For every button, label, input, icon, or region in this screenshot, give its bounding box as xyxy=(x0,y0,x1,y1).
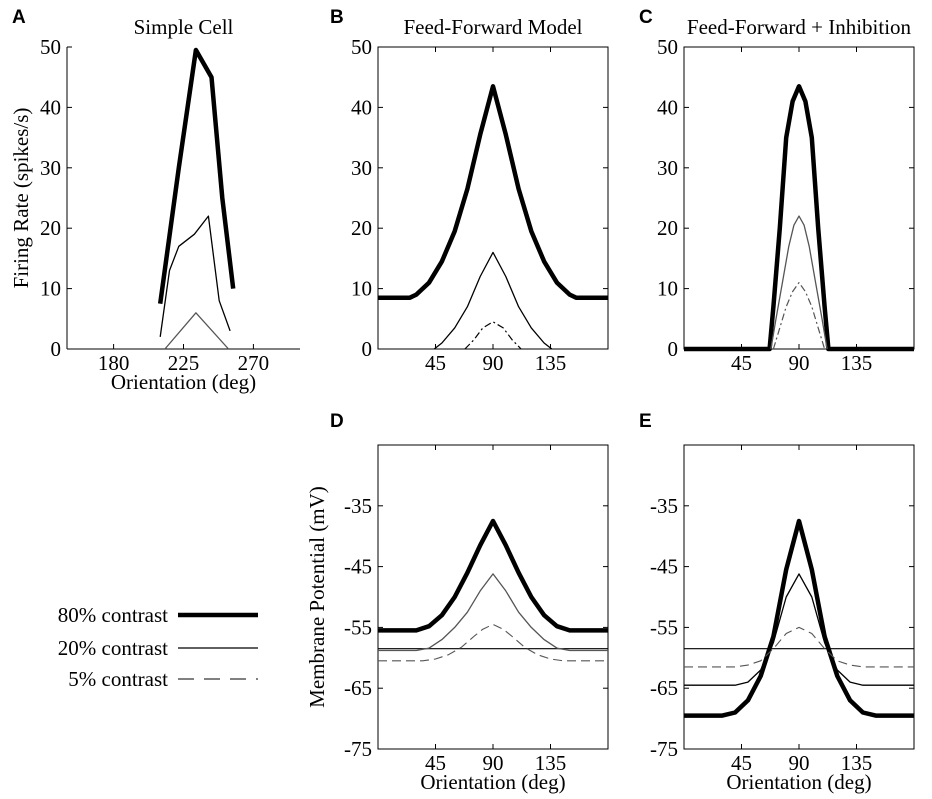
series-line-80-contrast xyxy=(157,47,236,305)
panel-letter: A xyxy=(12,7,26,28)
y-tick-label: -65 xyxy=(344,676,372,700)
y-tick-label: 10 xyxy=(657,277,678,301)
y-tick-label: -65 xyxy=(650,676,678,700)
x-tick-label: 135 xyxy=(535,751,567,775)
y-tick-label: 10 xyxy=(351,277,372,301)
y-tick-label: 10 xyxy=(40,277,61,301)
panel-c: 0 10 20 30 40 50 45 90 135 C Feed-Forward + Inhibi… xyxy=(639,7,915,375)
y-tick-label: 0 xyxy=(362,337,373,361)
series-line-5-contrast xyxy=(684,626,914,668)
series-line-5-contrast xyxy=(164,312,229,350)
legend-label: 20% contrast xyxy=(58,636,168,660)
y-tick-label: 0 xyxy=(668,337,679,361)
panel-d: -75 -65 -55 -45 -35 45 90 135 D Orientation (deg)… xyxy=(305,411,609,794)
legend-label: 5% contrast xyxy=(68,667,168,691)
plot-frame xyxy=(377,444,609,750)
series-line-20-contrast xyxy=(433,251,553,350)
x-tick-label: 45 xyxy=(425,351,446,375)
panel-e: -75 -65 -55 -45 -35 45 90 135 E Orientation (deg) xyxy=(639,411,915,794)
series-line-80-contrast xyxy=(378,518,608,633)
legend: 80% contrast 20% contrast 5% contrast xyxy=(58,603,258,691)
y-tick-label: -45 xyxy=(650,555,678,579)
y-tick-label: 50 xyxy=(351,35,372,59)
series-line-80-contrast xyxy=(684,518,914,718)
panel-letter: E xyxy=(639,411,652,432)
x-tick-label: 270 xyxy=(238,351,270,375)
x-tick-label: 180 xyxy=(98,351,130,375)
series-line-80-contrast xyxy=(684,84,914,352)
panel-title: Feed-Forward + Inhibition xyxy=(687,15,912,39)
plot-frame xyxy=(683,46,915,350)
y-tick-label: 20 xyxy=(657,216,678,240)
y-tick-label: 50 xyxy=(657,35,678,59)
legend-item: 80% contrast xyxy=(58,603,258,627)
legend-item: 5% contrast xyxy=(68,667,258,691)
panel-title: Simple Cell xyxy=(134,15,234,39)
series-line-20-contrast xyxy=(159,215,231,337)
x-axis-label: Orientation (deg) xyxy=(420,770,565,794)
series-line-20-contrast xyxy=(378,573,608,652)
x-tick-label: 90 xyxy=(483,351,504,375)
panel-b: 0 10 20 30 40 50 45 90 135 B Feed-Forward Model xyxy=(330,7,609,375)
plot-frame xyxy=(683,444,915,750)
y-tick-label: 40 xyxy=(657,95,678,119)
y-tick-label: -35 xyxy=(344,494,372,518)
y-tick-label: 20 xyxy=(40,216,61,240)
y-tick-label: 50 xyxy=(40,35,61,59)
y-axis-label: Firing Rate (spikes/s) xyxy=(9,108,33,289)
y-tick-label: 40 xyxy=(40,95,61,119)
panel-a: 0 10 20 30 40 50 180 225 270 A Simple Cell Orientat… xyxy=(9,7,300,394)
series-line-5-contrast xyxy=(464,321,522,350)
x-tick-label: 90 xyxy=(789,751,810,775)
x-tick-label: 45 xyxy=(731,351,752,375)
x-axis-label: Orientation (deg) xyxy=(726,770,871,794)
y-tick-label: 30 xyxy=(40,156,61,180)
y-axis-label: Membrane Potential (mV) xyxy=(305,486,329,708)
x-tick-label: 135 xyxy=(841,751,873,775)
series-line-20-contrast xyxy=(770,215,828,350)
x-tick-label: 45 xyxy=(731,751,752,775)
panel-letter: D xyxy=(330,411,344,432)
y-tick-label: -75 xyxy=(344,737,372,761)
legend-label: 80% contrast xyxy=(58,603,168,627)
x-tick-label: 90 xyxy=(483,751,504,775)
legend-item: 20% contrast xyxy=(58,636,258,660)
panel-title: Feed-Forward Model xyxy=(403,15,582,39)
x-tick-label: 135 xyxy=(841,351,873,375)
series-line-20-contrast xyxy=(684,573,914,686)
y-tick-label: 40 xyxy=(351,95,372,119)
series-line-80-contrast xyxy=(378,84,608,300)
y-tick-label: -75 xyxy=(650,737,678,761)
y-tick-label: 30 xyxy=(657,156,678,180)
x-tick-label: 90 xyxy=(789,351,810,375)
panel-letter: C xyxy=(639,7,653,28)
y-tick-label: 20 xyxy=(351,216,372,240)
series-line-5-contrast xyxy=(378,623,608,662)
x-tick-label: 225 xyxy=(168,351,200,375)
y-tick-label: -55 xyxy=(650,615,678,639)
y-tick-label: -45 xyxy=(344,555,372,579)
x-tick-label: 135 xyxy=(535,351,567,375)
panel-letter: B xyxy=(330,7,344,28)
y-tick-label: 0 xyxy=(51,337,62,361)
x-tick-label: 45 xyxy=(425,751,446,775)
y-tick-label: -55 xyxy=(344,615,372,639)
y-tick-label: -35 xyxy=(650,494,678,518)
y-tick-label: 30 xyxy=(351,156,372,180)
x-axis-label: Orientation (deg) xyxy=(111,370,256,394)
series-line-5-contrast xyxy=(772,282,826,350)
